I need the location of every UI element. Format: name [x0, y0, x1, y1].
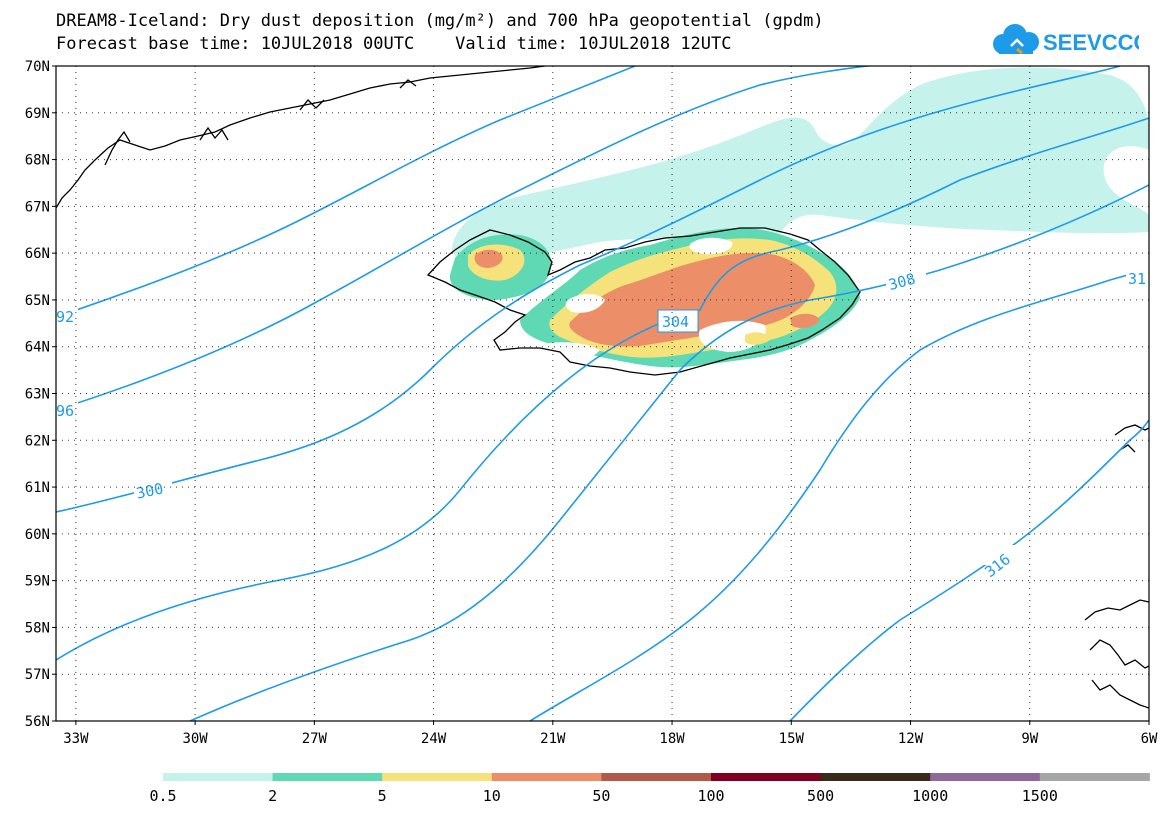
lat-label: 62N	[25, 433, 50, 449]
contour-292	[56, 66, 636, 318]
lat-label: 61N	[25, 480, 50, 496]
seevccc-logo: SEEVCCC	[993, 24, 1139, 55]
longitude-labels: 33W 30W 27W 24W 21W 18W 15W 12W 9W 6W	[63, 721, 1158, 747]
lon-label: 24W	[421, 731, 447, 747]
legend-swatch	[272, 773, 383, 781]
legend-label: 1000	[912, 787, 948, 805]
legend-swatch	[711, 773, 822, 781]
svg-text:SEEVCCC: SEEVCCC	[1043, 30, 1139, 55]
legend-label: 2	[268, 787, 277, 805]
lat-label: 57N	[25, 667, 50, 683]
lon-label: 6W	[1141, 731, 1158, 747]
legend-label: 0.5	[149, 787, 176, 805]
color-legend: 0.5 2 5 10 50 100 500 1000 1500	[149, 773, 1150, 805]
contour-300	[56, 66, 1121, 513]
lat-label: 66N	[25, 246, 50, 262]
contour-312	[529, 269, 1149, 721]
lat-label: 67N	[25, 199, 50, 215]
legend-label: 5	[378, 787, 387, 805]
legend-label: 500	[807, 787, 834, 805]
legend-label: 50	[592, 787, 610, 805]
contour-label-312: 31	[1128, 270, 1146, 288]
geopotential-contours	[56, 66, 1149, 721]
legend-label: 1500	[1022, 787, 1058, 805]
lon-label: 9W	[1021, 731, 1038, 747]
contour-296	[56, 66, 874, 411]
contour-316	[789, 419, 1149, 721]
lat-label: 63N	[25, 387, 50, 403]
lat-label: 70N	[25, 59, 50, 75]
contour-label-292: 92	[56, 308, 74, 326]
contour-label-304: 304	[662, 313, 689, 331]
graticule	[56, 66, 1149, 721]
lon-label: 12W	[898, 731, 924, 747]
contour-label-300: 300	[135, 479, 165, 502]
lat-label: 64N	[25, 340, 50, 356]
lon-label: 27W	[302, 731, 328, 747]
lon-label: 15W	[779, 731, 805, 747]
legend-swatch	[491, 773, 602, 781]
contour-label-296: 96	[56, 402, 74, 420]
legend-label: 100	[697, 787, 724, 805]
contour-308	[189, 184, 1149, 721]
map-title: DREAM8-Iceland: Dry dust deposition (mg/…	[56, 11, 824, 31]
lon-label: 33W	[63, 731, 89, 747]
latitude-labels: 70N 69N 68N 67N 66N 65N 64N 63N 62N 61N 60N 59N 58N 5…	[25, 59, 56, 730]
contour-labels: 92 96 300 304 308 316 31	[56, 268, 1149, 581]
lat-label: 56N	[25, 714, 50, 730]
cloud-icon	[993, 24, 1039, 55]
legend-swatch	[820, 773, 931, 781]
lat-label: 65N	[25, 293, 50, 309]
legend-swatch	[382, 773, 493, 781]
lat-label: 58N	[25, 620, 50, 636]
lon-label: 30W	[182, 731, 208, 747]
map-subtitle: Forecast base time: 10JUL2018 00UTC Vali…	[56, 34, 732, 54]
lat-label: 59N	[25, 574, 50, 590]
legend-label: 10	[483, 787, 501, 805]
lon-label: 21W	[540, 731, 566, 747]
legend-swatch	[601, 773, 712, 781]
legend-swatch	[930, 773, 1041, 781]
legend-swatch	[163, 773, 274, 781]
legend-swatch	[1039, 773, 1150, 781]
coastlines	[56, 66, 1149, 709]
lat-label: 68N	[25, 153, 50, 169]
lat-label: 69N	[25, 106, 50, 122]
lat-label: 60N	[25, 527, 50, 543]
lon-label: 18W	[659, 731, 685, 747]
